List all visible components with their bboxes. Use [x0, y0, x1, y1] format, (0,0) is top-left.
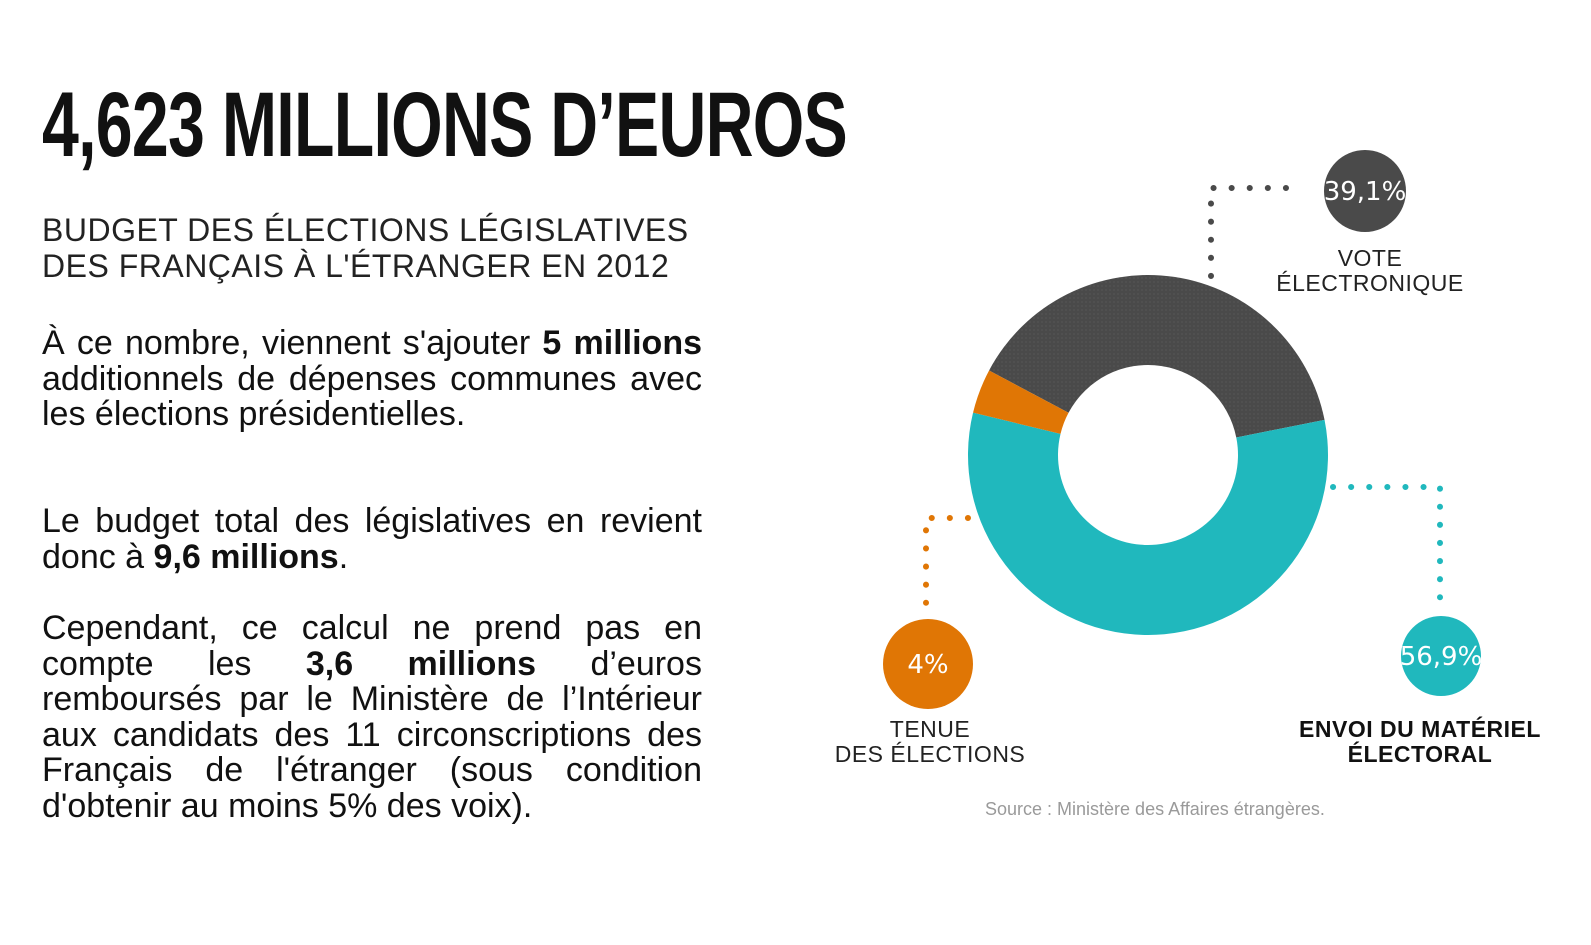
leader-tenue: [923, 515, 971, 611]
label-vote-line-1: VOTE: [1337, 245, 1403, 271]
label-tenue-line-2: DES ÉLECTIONS: [834, 741, 1026, 767]
label-tenue-des-elections: TENUE DES ÉLECTIONS: [820, 717, 1040, 767]
label-envoi-materiel: ENVOI DU MATÉRIEL ÉLECTORAL: [1290, 717, 1550, 767]
paragraph-reimbursement: Cependant, ce calcul ne prend pas en com…: [42, 609, 702, 825]
bubble-envoi-circle: [1401, 616, 1481, 696]
paragraph-total-budget: Le budget total des législatives en revi…: [42, 502, 702, 576]
paragraph-3-text-start: Cependant, ce calcul ne prend pas en com…: [42, 609, 702, 683]
slice-tenue-elections: [973, 370, 1069, 434]
subtitle-line-1: BUDGET DES ÉLECTIONS LÉGISLATIVES: [42, 212, 689, 248]
bubble-envoi-value: 56,9%: [1400, 642, 1483, 672]
leader-envoi: [1330, 484, 1443, 601]
paragraph-2-highlight: 9,6 millions: [153, 537, 339, 576]
bubble-tenue-circle: [883, 619, 973, 709]
value-bubbles: 39,1% 56,9% 4%: [883, 150, 1482, 709]
bubble-vote-value: 39,1%: [1324, 177, 1407, 207]
leader-vote: [1208, 185, 1303, 279]
paragraph-3-highlight: 3,6 millions: [305, 644, 537, 683]
label-envoi-line-2: ÉLECTORAL: [1347, 741, 1493, 767]
donut-slices: [968, 275, 1328, 635]
bubble-tenue-value: 4%: [907, 650, 948, 680]
subtitle-line-2: DES FRANÇAIS À L'ÉTRANGER EN 2012: [42, 248, 670, 284]
paragraph-3-text-end: d’euros remboursés par le Ministère de l…: [42, 644, 702, 825]
paragraph-1-text-end: additionnels de dépenses communes avec l…: [42, 359, 702, 433]
paragraph-additional-expenses: À ce nombre, viennent s'ajouter 5 millio…: [42, 324, 702, 433]
label-tenue-line-1: TENUE: [889, 716, 971, 742]
paragraph-2-text-start: Le budget total des législatives en revi…: [42, 502, 702, 576]
leader-lines: [923, 185, 1443, 611]
slice-vote-electronique: [989, 275, 1325, 438]
label-envoi-line-1: ENVOI DU MATÉRIEL: [1299, 716, 1541, 742]
bubble-vote-circle: [1324, 150, 1406, 232]
label-vote-electronique: VOTE ÉLECTRONIQUE: [1260, 246, 1480, 296]
paragraph-2-text-end: .: [338, 537, 349, 576]
subtitle: BUDGET DES ÉLECTIONS LÉGISLATIVES DES FR…: [42, 212, 772, 284]
label-vote-line-2: ÉLECTRONIQUE: [1276, 270, 1464, 296]
source-note: Source : Ministère des Affaires étrangèr…: [985, 799, 1325, 819]
slice-envoi-materiel: [968, 412, 1328, 635]
paragraph-1-highlight: 5 millions: [542, 324, 702, 362]
paragraph-1-text-start: À ce nombre, viennent s'ajouter: [42, 324, 543, 362]
